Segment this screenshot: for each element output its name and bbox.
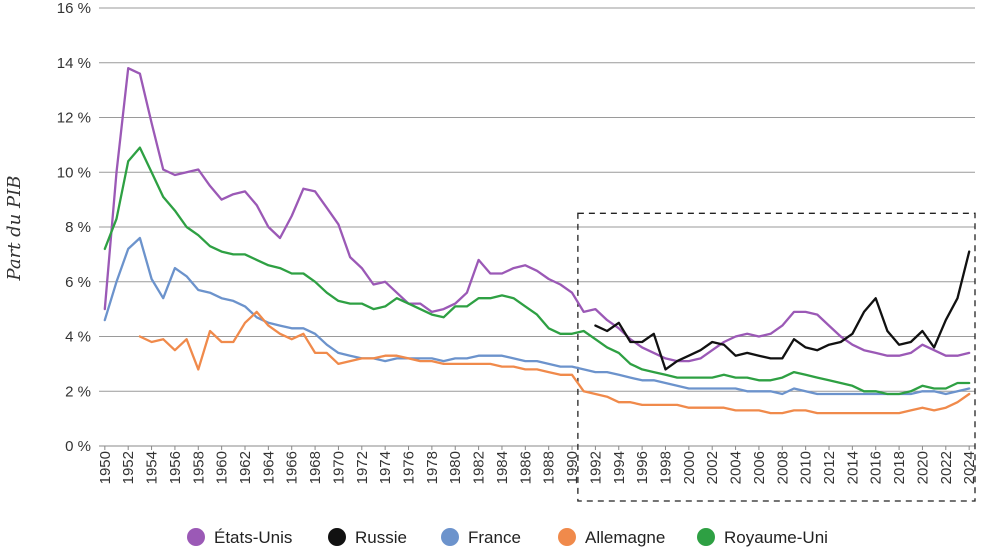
- x-tick-label: 1958: [190, 451, 207, 484]
- x-tick-label: 2012: [821, 451, 838, 484]
- y-tick-label: 0 %: [65, 438, 91, 455]
- x-tick-label: 1956: [167, 451, 184, 484]
- legend-marker: [558, 528, 576, 546]
- series-line-0: [103, 67, 971, 363]
- y-tick-label: 16 %: [57, 0, 91, 17]
- x-tick-label: 1978: [424, 451, 441, 484]
- x-tick-label: 1982: [471, 451, 488, 484]
- x-tick-label: 1966: [284, 451, 301, 484]
- y-tick-label: 4 %: [65, 329, 91, 346]
- x-tick-label: 1992: [587, 451, 604, 484]
- x-tick-label: 2008: [774, 451, 791, 484]
- x-tick-label: 1986: [517, 451, 534, 484]
- y-tick-label: 8 %: [65, 219, 91, 236]
- x-tick-label: 2016: [868, 451, 885, 484]
- x-tick-label: 1950: [97, 451, 114, 484]
- highlight-box: [577, 212, 976, 502]
- x-tick-label: 2020: [914, 451, 931, 484]
- legend-label: États-Unis: [214, 528, 292, 547]
- x-tick-label: 1980: [447, 451, 464, 484]
- x-tick-label: 1996: [634, 451, 651, 484]
- x-tick-label: 1972: [354, 451, 371, 484]
- legend-label: Allemagne: [585, 528, 665, 547]
- x-tick-label: 1964: [260, 451, 277, 484]
- x-tick-label: 2010: [798, 451, 815, 484]
- x-tick-label: 2002: [704, 451, 721, 484]
- x-tick-label: 1988: [541, 451, 558, 484]
- x-tick-label: 2022: [938, 451, 955, 484]
- x-tick-label: 1968: [307, 451, 324, 484]
- legend-marker: [697, 528, 715, 546]
- x-tick-label: 1962: [237, 451, 254, 484]
- x-tick-label: 1974: [377, 451, 394, 484]
- x-tick-label: 2024: [961, 451, 978, 484]
- x-tick-label: 2018: [891, 451, 908, 484]
- series-line-4: [103, 146, 971, 396]
- series-group: [103, 67, 971, 415]
- x-tick-label: 2000: [681, 451, 698, 484]
- y-tick-label: 14 %: [57, 55, 91, 72]
- x-tick-label: 1994: [611, 451, 628, 484]
- x-tick-label: 1952: [120, 451, 137, 484]
- grid: [99, 7, 975, 447]
- y-tick-label: 12 %: [57, 110, 91, 127]
- x-tick-label: 1990: [564, 451, 581, 484]
- y-tick-label: 10 %: [57, 164, 91, 181]
- y-axis-label: Part du PIB: [4, 176, 25, 282]
- series-line-2: [103, 236, 971, 396]
- legend-marker: [328, 528, 346, 546]
- y-tick-label: 2 %: [65, 383, 91, 400]
- x-tick-label: 1970: [330, 451, 347, 484]
- series-line-3: [138, 310, 971, 415]
- legend-marker: [441, 528, 459, 546]
- legend-label: France: [468, 528, 521, 547]
- x-tick-label: 2014: [844, 451, 861, 484]
- x-axis: 1950 1952 1954 1956 1958 1960 1962 1964 1966 1968…: [97, 446, 978, 484]
- legend: États-Unis Russie France Allemagne Royaume-U…: [187, 528, 828, 547]
- x-tick-label: 1984: [494, 451, 511, 484]
- x-tick-label: 1960: [214, 451, 231, 484]
- x-tick-label: 2004: [728, 451, 745, 484]
- legend-marker: [187, 528, 205, 546]
- legend-label: Russie: [355, 528, 407, 547]
- highlight-region: [577, 212, 976, 502]
- x-tick-label: 1976: [401, 451, 418, 484]
- x-tick-label: 2006: [751, 451, 768, 484]
- y-axis: 0 % 2 % 4 % 6 % 8 % 10 % 12 % 14 % 16 %: [57, 0, 91, 455]
- y-tick-label: 6 %: [65, 274, 91, 291]
- x-tick-label: 1954: [144, 451, 161, 484]
- x-tick-label: 1998: [657, 451, 674, 484]
- legend-label: Royaume-Uni: [724, 528, 828, 547]
- series-line-1: [594, 250, 971, 371]
